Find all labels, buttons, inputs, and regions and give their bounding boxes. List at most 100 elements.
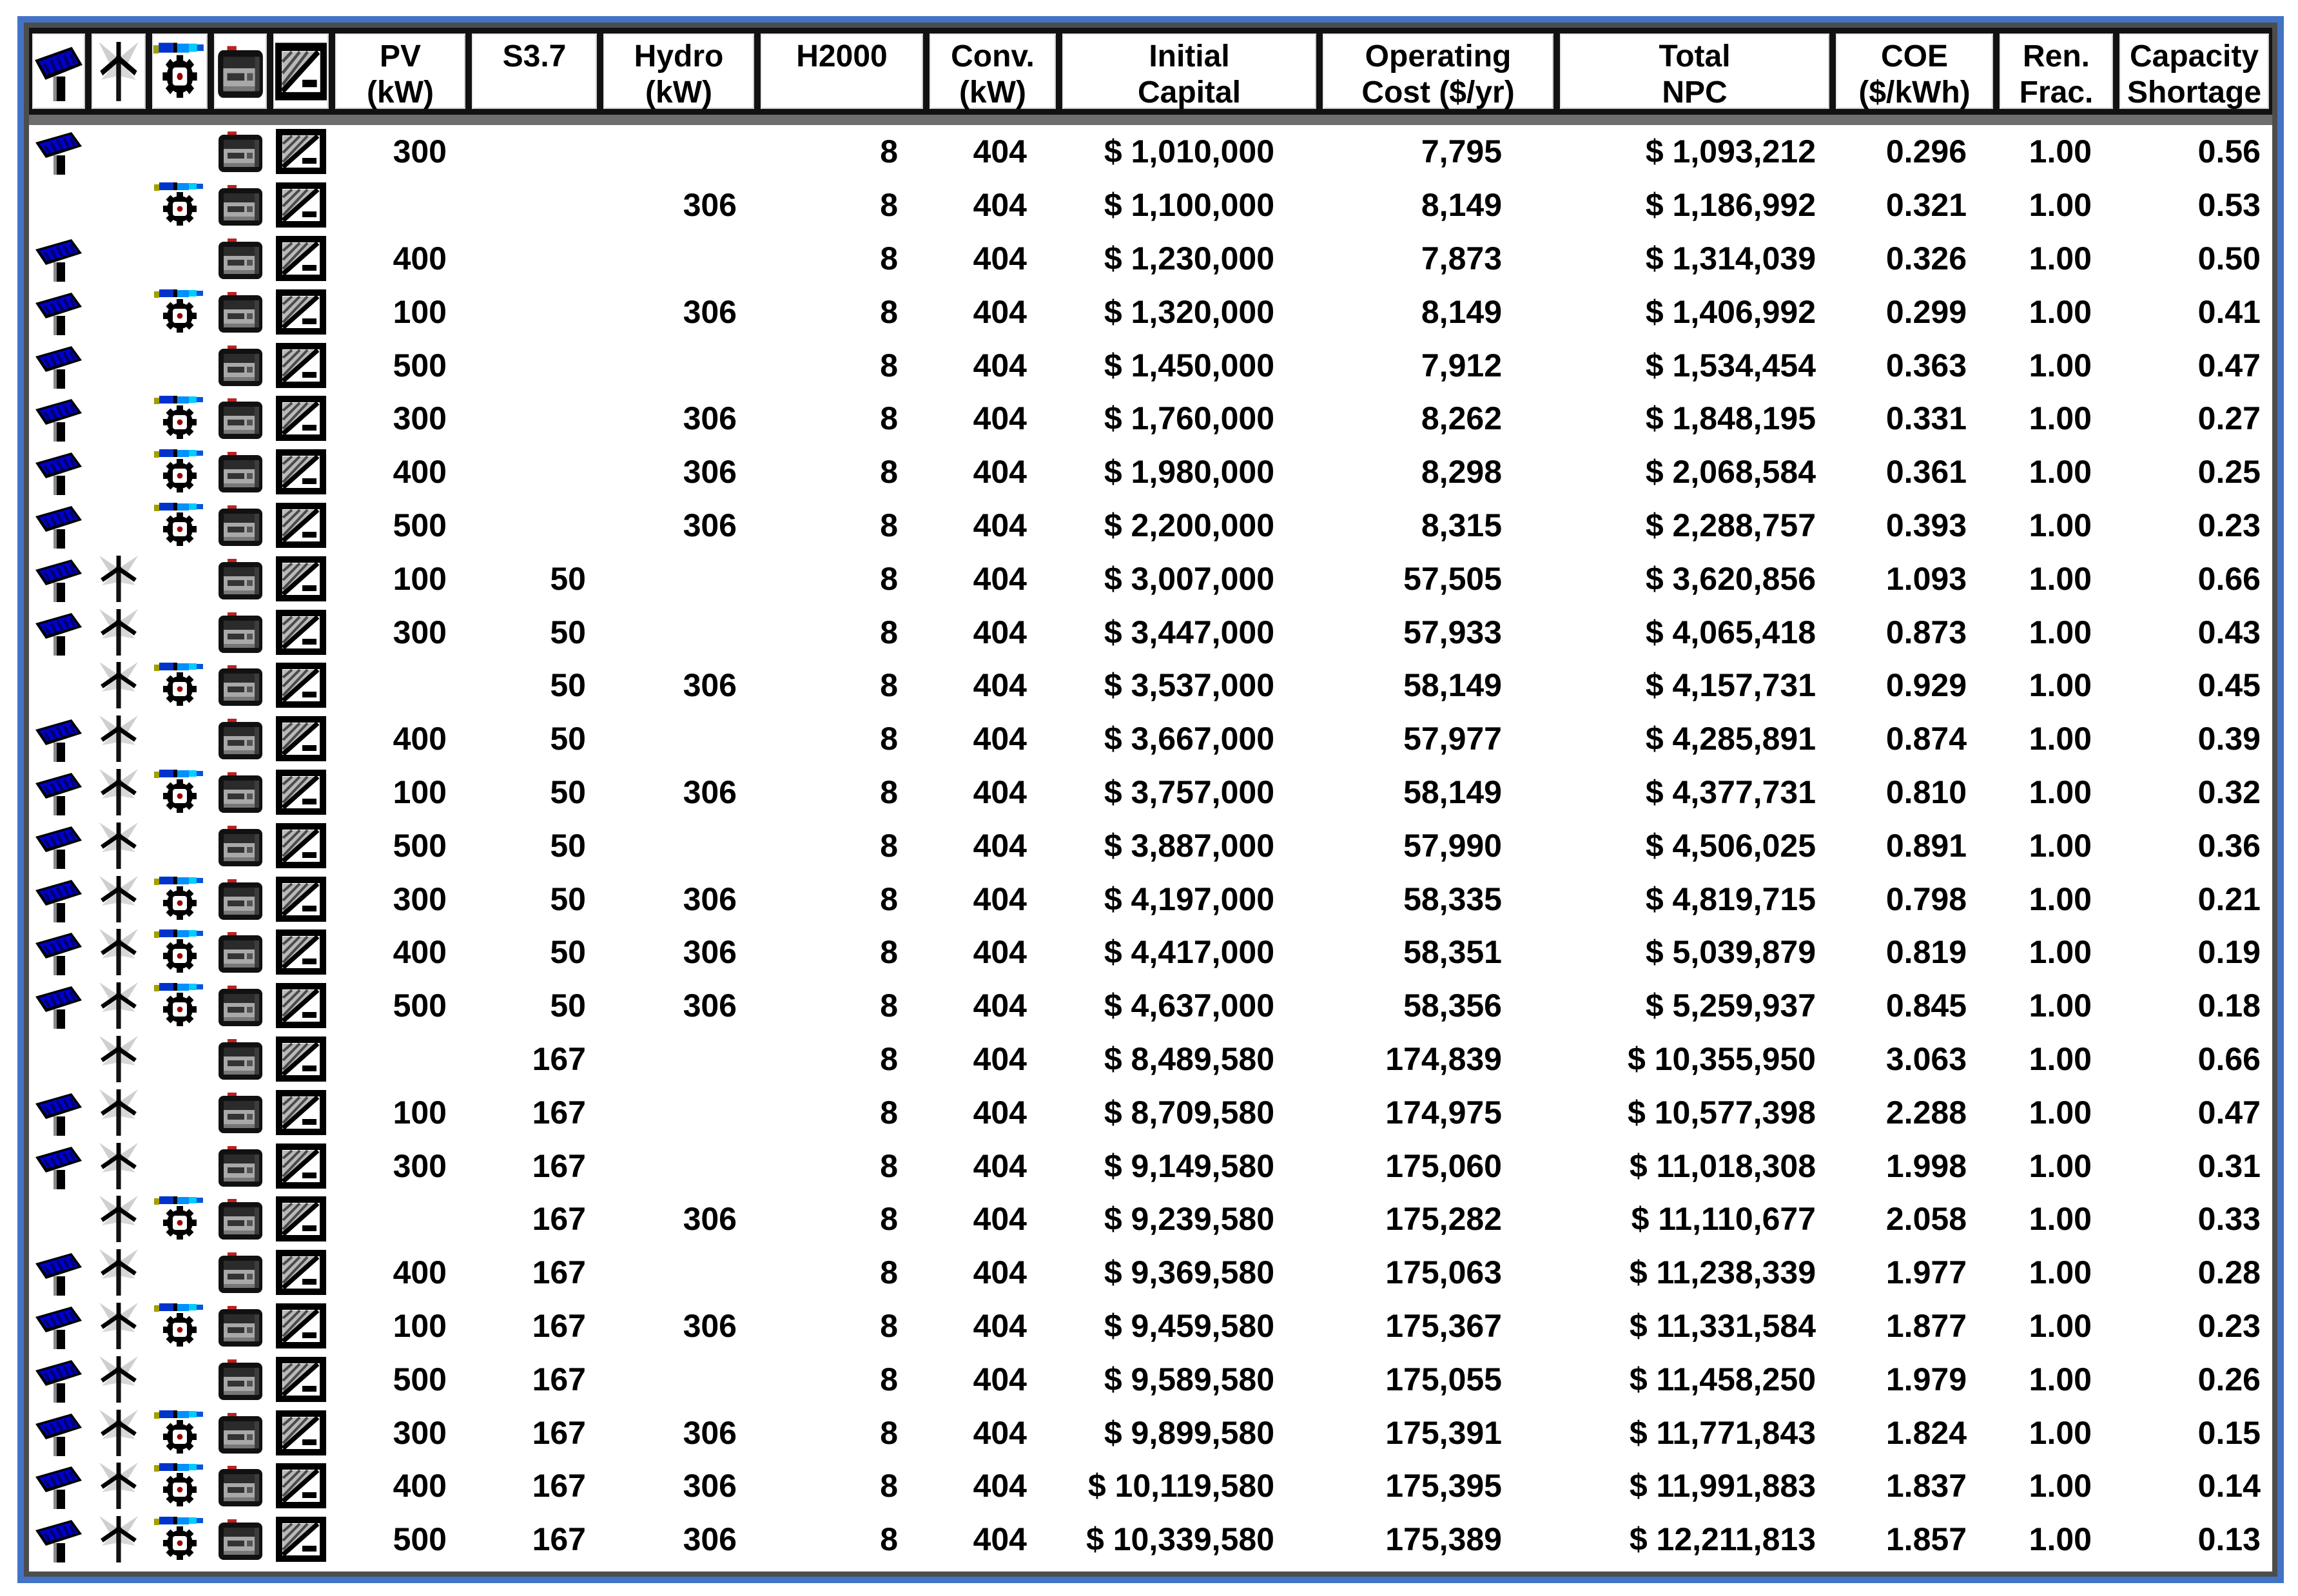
cell-h2000: 8 bbox=[880, 721, 898, 757]
component-slot-pv bbox=[29, 499, 88, 552]
cell-conv_kw: 404 bbox=[973, 1147, 1027, 1184]
battery-icon bbox=[219, 1199, 262, 1240]
cell-initial_capital: $ 3,667,000 bbox=[1104, 721, 1274, 757]
table-row[interactable]: 50 306 8 404 $ 3,537,000 58,149 $ 4,157,731 0.9… bbox=[29, 659, 2272, 712]
cell-pv_kw: 100 bbox=[393, 1307, 447, 1344]
cell-ren_frac: 1.00 bbox=[2029, 1201, 2092, 1238]
battery-icon bbox=[219, 719, 262, 760]
converter-icon bbox=[276, 1356, 326, 1402]
column-header-capacity_shortage[interactable]: Capacity Shortage bbox=[2116, 28, 2272, 115]
component-slot-converter bbox=[270, 819, 332, 872]
column-header-operating_cost[interactable]: Operating Cost ($/yr) bbox=[1319, 28, 1557, 115]
table-row[interactable]: 300 167 8 404 $ 9,149,580 175,060 $ 11,018,308… bbox=[29, 1139, 2272, 1192]
cell-s37: 50 bbox=[550, 774, 586, 810]
column-header-initial_capital[interactable]: Initial Capital bbox=[1059, 28, 1319, 115]
component-slot-pv bbox=[29, 926, 88, 979]
battery-icon bbox=[219, 131, 262, 173]
cell-pv_kw bbox=[332, 659, 469, 712]
column-header-coe[interactable]: COE ($/kWh) bbox=[1833, 28, 1996, 115]
column-header-h2000[interactable]: H2000 bbox=[757, 28, 926, 115]
table-row[interactable]: 100 167 8 404 $ 8,709,580 174,975 $ 10,577,398… bbox=[29, 1085, 2272, 1139]
column-header-ren_frac[interactable]: Ren. Frac. bbox=[1996, 28, 2116, 115]
cell-conv_kw: 404 bbox=[973, 1468, 1027, 1504]
cell-hydro_kw bbox=[600, 232, 757, 286]
pv-panel-icon bbox=[35, 1253, 82, 1296]
cell-pv_kw: 500 bbox=[393, 1361, 447, 1397]
table-row[interactable]: 400 167 8 404 $ 9,369,580 175,063 $ 11,238,339… bbox=[29, 1246, 2272, 1299]
component-slot-hydro bbox=[149, 285, 211, 338]
column-header-pv[interactable] bbox=[29, 28, 88, 115]
cell-coe: 0.321 bbox=[1885, 187, 1967, 224]
column-header-total_npc[interactable]: Total NPC bbox=[1557, 28, 1833, 115]
cell-operating_cost: 175,060 bbox=[1385, 1147, 1502, 1184]
table-row[interactable]: 167 8 404 $ 8,489,580 174,839 $ 10,355,950 3.0… bbox=[29, 1033, 2272, 1086]
table-row[interactable]: 400 167 306 8 404 $ 10,119,580 175,395 $ 11,991… bbox=[29, 1459, 2272, 1513]
column-header-label: Hydro bbox=[634, 39, 724, 73]
cell-initial_capital: $ 4,637,000 bbox=[1104, 988, 1274, 1024]
hydro-turbine-icon bbox=[154, 449, 203, 493]
table-row[interactable]: 400 8 404 $ 1,230,000 7,873 $ 1,314,039 0.326 1… bbox=[29, 232, 2272, 286]
battery-icon bbox=[219, 932, 262, 973]
cell-coe: 1.824 bbox=[1885, 1414, 1967, 1451]
cell-total_npc: $ 4,506,025 bbox=[1645, 827, 1816, 864]
component-slot-wind bbox=[88, 1085, 149, 1139]
table-row[interactable]: 500 167 306 8 404 $ 10,339,580 175,389 $ 12,211… bbox=[29, 1513, 2272, 1566]
cell-operating_cost: 58,149 bbox=[1403, 774, 1502, 810]
component-slot-pv bbox=[29, 1459, 88, 1513]
column-header-pv_kw[interactable]: PV (kW) bbox=[332, 28, 469, 115]
column-header-wind[interactable] bbox=[88, 28, 149, 115]
hydro-turbine-icon bbox=[154, 1410, 203, 1454]
battery-icon bbox=[219, 665, 262, 706]
cell-ren_frac: 1.00 bbox=[2029, 1521, 2092, 1558]
column-header-conv_kw[interactable]: Conv. (kW) bbox=[926, 28, 1059, 115]
table-row[interactable]: 100 306 8 404 $ 1,320,000 8,149 $ 1,406,992 0.2… bbox=[29, 285, 2272, 338]
table-row[interactable]: 500 8 404 $ 1,450,000 7,912 $ 1,534,454 0.363 1… bbox=[29, 338, 2272, 392]
cell-conv_kw: 404 bbox=[973, 1201, 1027, 1238]
battery-icon bbox=[219, 1145, 262, 1187]
hydro-turbine-icon bbox=[154, 182, 203, 226]
table-row[interactable]: 300 8 404 $ 1,010,000 7,795 $ 1,093,212 0.296 1… bbox=[29, 125, 2272, 179]
component-slot-pv bbox=[29, 1246, 88, 1299]
table-row[interactable]: 300 167 306 8 404 $ 9,899,580 175,391 $ 11,771,… bbox=[29, 1406, 2272, 1459]
table-row[interactable]: 300 50 306 8 404 $ 4,197,000 58,335 $ 4,819,715… bbox=[29, 872, 2272, 926]
cell-hydro_kw: 306 bbox=[683, 454, 737, 491]
cell-s37 bbox=[469, 445, 600, 499]
table-row[interactable]: 300 306 8 404 $ 1,760,000 8,262 $ 1,848,195 0.3… bbox=[29, 392, 2272, 445]
cell-total_npc: $ 11,771,843 bbox=[1629, 1414, 1816, 1451]
cell-coe: 0.326 bbox=[1885, 240, 1967, 277]
component-slot-hydro bbox=[149, 1139, 211, 1192]
pv-panel-icon bbox=[35, 1359, 82, 1403]
table-row[interactable]: 400 50 306 8 404 $ 4,417,000 58,351 $ 5,039,879… bbox=[29, 926, 2272, 979]
cell-initial_capital: $ 3,007,000 bbox=[1104, 560, 1274, 597]
table-row[interactable]: 167 306 8 404 $ 9,239,580 175,282 $ 11,110,677… bbox=[29, 1192, 2272, 1246]
cell-capacity_shortage: 0.53 bbox=[2197, 187, 2261, 224]
table-row[interactable]: 100 167 306 8 404 $ 9,459,580 175,367 $ 11,331,… bbox=[29, 1299, 2272, 1353]
table-row[interactable]: 400 306 8 404 $ 1,980,000 8,298 $ 2,068,584 0.3… bbox=[29, 445, 2272, 499]
table-row[interactable]: 100 50 306 8 404 $ 3,757,000 58,149 $ 4,377,731… bbox=[29, 766, 2272, 819]
table-row[interactable]: 500 50 306 8 404 $ 4,637,000 58,356 $ 5,259,937… bbox=[29, 979, 2272, 1033]
component-slot-pv bbox=[29, 819, 88, 872]
cell-s37: 167 bbox=[532, 1201, 586, 1238]
table-row[interactable]: 100 50 8 404 $ 3,007,000 57,505 $ 3,620,856 1.0… bbox=[29, 552, 2272, 605]
component-slot-pv bbox=[29, 1033, 88, 1086]
converter-icon bbox=[276, 1143, 326, 1189]
table-row[interactable]: 500 306 8 404 $ 2,200,000 8,315 $ 2,288,757 0.3… bbox=[29, 499, 2272, 552]
cell-total_npc: $ 4,285,891 bbox=[1645, 721, 1816, 757]
wind-turbine-icon bbox=[99, 768, 138, 815]
column-header-hydro[interactable] bbox=[149, 28, 211, 115]
table-row[interactable]: 500 167 8 404 $ 9,589,580 175,055 $ 11,458,250… bbox=[29, 1352, 2272, 1406]
column-header-hydro_kw[interactable]: Hydro (kW) bbox=[600, 28, 757, 115]
column-header-battery[interactable] bbox=[211, 28, 270, 115]
cell-capacity_shortage: 0.19 bbox=[2197, 934, 2261, 971]
cell-total_npc: $ 4,157,731 bbox=[1645, 667, 1816, 704]
cell-initial_capital: $ 9,899,580 bbox=[1104, 1414, 1274, 1451]
table-row[interactable]: 500 50 8 404 $ 3,887,000 57,990 $ 4,506,025 0.8… bbox=[29, 819, 2272, 872]
cell-coe: 1.837 bbox=[1885, 1468, 1967, 1504]
column-header-s37[interactable]: S3.7 bbox=[469, 28, 600, 115]
cell-pv_kw bbox=[332, 1192, 469, 1246]
component-slot-battery bbox=[211, 1033, 270, 1086]
table-row[interactable]: 300 50 8 404 $ 3,447,000 57,933 $ 4,065,418 0.8… bbox=[29, 605, 2272, 659]
table-row[interactable]: 306 8 404 $ 1,100,000 8,149 $ 1,186,992 0.321 1… bbox=[29, 179, 2272, 232]
column-header-converter[interactable] bbox=[270, 28, 332, 115]
table-row[interactable]: 400 50 8 404 $ 3,667,000 57,977 $ 4,285,891 0.8… bbox=[29, 712, 2272, 766]
